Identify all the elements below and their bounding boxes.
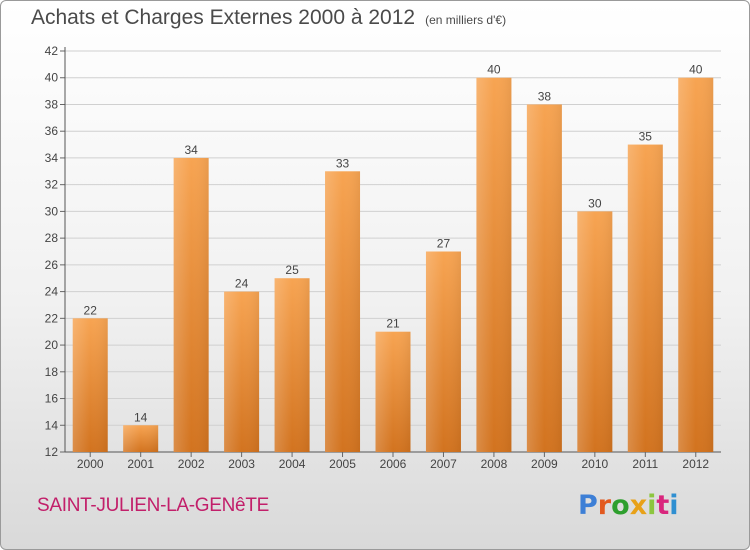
y-tick-label: 38 [45,97,59,111]
y-tick-label: 20 [45,338,59,352]
x-tick-label: 2011 [632,457,658,471]
x-tick-label: 2004 [279,457,306,471]
y-tick-label: 24 [45,285,59,299]
y-tick-label: 28 [45,231,59,245]
y-tick-label: 18 [45,365,59,379]
bar-shade [476,77,512,452]
x-tick-label: 2002 [178,457,205,471]
logo-letter: i [669,490,679,521]
bar-shade [274,278,310,452]
logo-letter: x [629,490,648,521]
bar-shade [577,211,613,452]
logo-letter: t [656,490,670,521]
bar-shade [173,157,209,452]
y-tick-label: 42 [45,44,59,58]
proxiti-logo: Proxiti [578,490,679,521]
logo-letter: o [611,490,630,521]
bar-shade [627,144,663,453]
bar-shade [224,291,260,452]
logo-letter: P [578,490,598,521]
y-tick-label: 26 [45,258,59,272]
bar-value-label: 35 [639,130,653,144]
y-tick-label: 40 [45,71,59,85]
x-tick-label: 2012 [682,457,709,471]
bar-shade [425,251,461,452]
y-tick-label: 36 [45,124,59,138]
bar-shade [526,104,562,452]
bar-value-label: 33 [336,156,350,170]
x-tick-label: 2003 [228,457,255,471]
y-tick-label: 12 [45,445,59,459]
bar-value-label: 30 [588,196,602,210]
logo-letter: r [597,490,612,521]
y-tick-label: 14 [45,418,59,432]
y-tick-label: 22 [45,311,59,325]
title-unit: (en milliers d'€) [425,13,507,27]
bar-value-label: 40 [487,63,501,77]
bar-shade [123,425,159,452]
x-tick-label: 2001 [127,457,154,471]
bar-value-label: 40 [689,63,703,77]
bar-value-label: 14 [134,410,148,424]
bar-value-label: 25 [285,263,299,277]
bar-value-label: 38 [538,89,552,103]
bar-shade [325,171,361,453]
bar-value-label: 24 [235,277,249,291]
bar-shade [678,77,714,452]
y-tick-label: 30 [45,204,59,218]
x-tick-label: 2000 [77,457,104,471]
bar-value-label: 22 [84,303,98,317]
x-tick-label: 2005 [329,457,356,471]
chart-title: Achats et Charges Externes 2000 à 2012 (e… [31,6,506,30]
y-tick-label: 34 [45,151,59,165]
bar-value-label: 27 [437,237,451,251]
bar-shade [72,318,108,452]
y-tick-label: 32 [45,178,59,192]
y-tick-label: 16 [45,392,59,406]
title-main: Achats et Charges Externes 2000 à 2012 [31,6,416,29]
logo-letter: i [647,490,657,521]
x-tick-label: 2007 [430,457,457,471]
commune-name: SAINT-JULIEN-LA-GENêTE [37,495,270,516]
x-tick-label: 2008 [481,457,508,471]
bar-value-label: 34 [184,143,198,157]
bar-value-label: 21 [386,317,400,331]
x-tick-label: 2010 [581,457,608,471]
x-tick-label: 2006 [380,457,407,471]
bar-shade [375,331,411,452]
x-tick-label: 2009 [531,457,558,471]
